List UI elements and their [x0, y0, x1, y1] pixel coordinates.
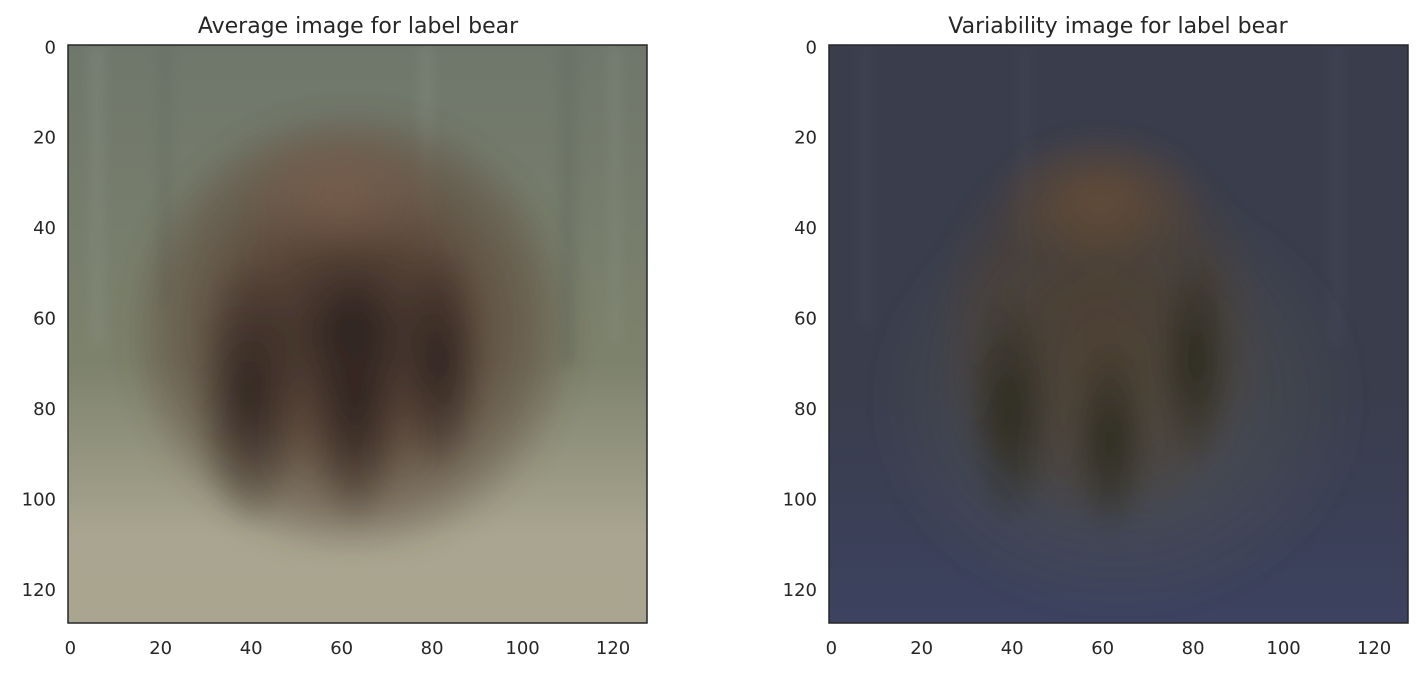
- variability-image-y-tick-label: 100: [783, 490, 817, 511]
- average-image-x-tick-label: 100: [505, 638, 539, 659]
- average-image-y-tick-label: 60: [33, 309, 56, 330]
- average-image-panel: Average image for label bear 0 20 4: [22, 14, 648, 659]
- variability-image-plot: [829, 45, 1408, 623]
- average-image-y-tick-label: 80: [33, 399, 56, 420]
- average-image-frame: [67, 44, 648, 624]
- average-image-bear: [122, 100, 582, 560]
- variability-image-x-tick-label: 0: [826, 638, 837, 659]
- average-image-y-tick-label: 120: [22, 580, 56, 601]
- variability-image-y-tick-label: 40: [794, 218, 817, 239]
- average-image-x-ticks: 0 20 40 60 80 100 120: [65, 638, 631, 659]
- variability-image-x-tick-label: 80: [1182, 638, 1205, 659]
- variability-image-y-tick-label: 120: [783, 580, 817, 601]
- variability-image-y-ticks: 0 20 40 60 80 100 120: [783, 37, 817, 601]
- variability-image-x-tick-label: 120: [1357, 638, 1391, 659]
- average-image-title: Average image for label bear: [198, 14, 519, 39]
- average-image-x-tick-label: 40: [240, 638, 263, 659]
- variability-image-y-tick-label: 20: [794, 128, 817, 149]
- variability-image-y-tick-label: 60: [794, 309, 817, 330]
- variability-image-y-tick-label: 0: [806, 37, 817, 58]
- variability-image-x-tick-label: 60: [1091, 638, 1114, 659]
- average-image-y-tick-label: 40: [33, 218, 56, 239]
- average-image-x-tick-label: 0: [65, 638, 76, 659]
- average-image-x-tick-label: 120: [596, 638, 630, 659]
- average-image-x-tick-label: 60: [330, 638, 353, 659]
- variability-image-x-tick-label: 100: [1266, 638, 1300, 659]
- average-image-plot: [68, 45, 647, 623]
- variability-image-y-tick-label: 80: [794, 399, 817, 420]
- variability-image-panel: Variability image for label bear 0 20 40 60…: [783, 14, 1409, 659]
- average-image-y-tick-label: 20: [33, 128, 56, 149]
- variability-image-x-tick-label: 20: [910, 638, 933, 659]
- average-image-x-tick-label: 80: [421, 638, 444, 659]
- variability-image-bear: [868, 130, 1368, 620]
- variability-image-x-ticks: 0 20 40 60 80 100 120: [826, 638, 1392, 659]
- variability-image-title: Variability image for label bear: [948, 14, 1288, 39]
- average-image-y-tick-label: 0: [45, 37, 56, 58]
- variability-image-x-tick-label: 40: [1001, 638, 1024, 659]
- average-image-y-tick-label: 100: [22, 490, 56, 511]
- average-image-y-ticks: 0 20 40 60 80 100 120: [22, 37, 56, 601]
- variability-image-frame: [828, 44, 1409, 624]
- average-image-x-tick-label: 20: [149, 638, 172, 659]
